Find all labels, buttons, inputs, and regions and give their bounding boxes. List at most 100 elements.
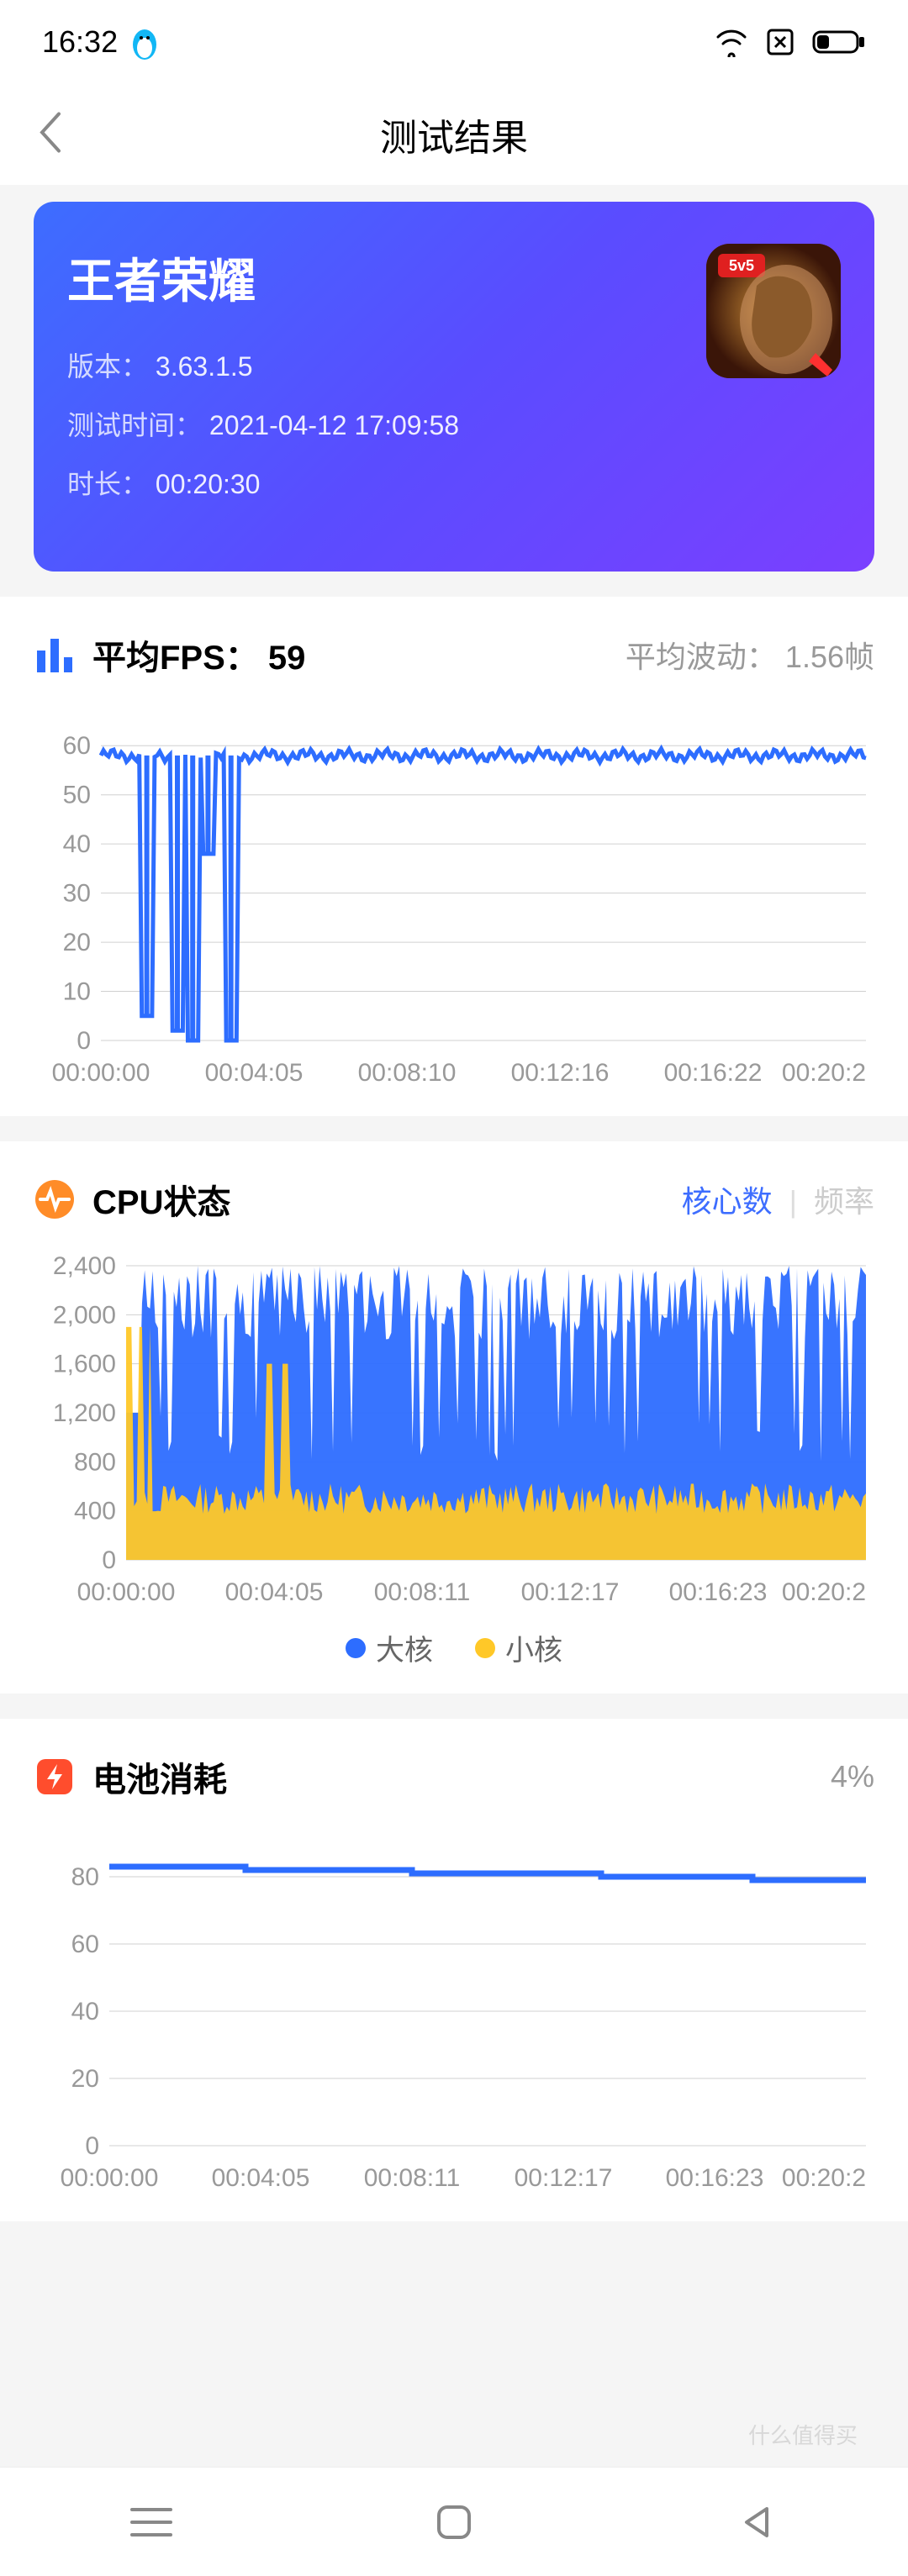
svg-text:00:00:00: 00:00:00 bbox=[77, 1578, 176, 1606]
svg-text:40: 40 bbox=[71, 1998, 99, 2026]
battery-value: 4% bbox=[831, 1759, 874, 1794]
home-icon bbox=[434, 2502, 474, 2542]
svg-text:1,600: 1,600 bbox=[53, 1351, 116, 1378]
legend-big-core: 大核 bbox=[346, 1627, 433, 1668]
svg-text:00:12:17: 00:12:17 bbox=[521, 1578, 620, 1606]
back-button[interactable] bbox=[34, 108, 67, 162]
svg-text:00:20:2: 00:20:2 bbox=[782, 2164, 866, 2192]
battery-title: 电池消耗 bbox=[92, 1752, 227, 1801]
svg-text:80: 80 bbox=[71, 1863, 99, 1891]
svg-text:60: 60 bbox=[63, 732, 91, 760]
battery-header: 电池消耗 4% bbox=[0, 1752, 908, 1801]
fps-chart: 010203040506000:00:0000:04:0500:08:1000:… bbox=[34, 704, 874, 1091]
page-title: 测试结果 bbox=[380, 108, 528, 161]
svg-text:20: 20 bbox=[63, 929, 91, 956]
version-label: 版本： bbox=[67, 351, 148, 382]
nav-header: 测试结果 bbox=[0, 84, 908, 185]
legend-label-big: 大核 bbox=[376, 1627, 433, 1668]
test-time-label: 测试时间： bbox=[67, 410, 202, 440]
legend-dot-small bbox=[475, 1638, 495, 1658]
status-bar: 16:32 bbox=[0, 0, 908, 84]
cpu-title: CPU状态 bbox=[92, 1175, 230, 1224]
status-left: 16:32 bbox=[42, 23, 161, 61]
fps-title: 平均FPS： 59 bbox=[92, 630, 305, 679]
pulse-icon bbox=[34, 1178, 76, 1220]
battery-icon bbox=[812, 27, 866, 57]
svg-text:00:12:16: 00:12:16 bbox=[511, 1059, 610, 1087]
svg-text:00:16:22: 00:16:22 bbox=[664, 1059, 763, 1087]
fps-chart-container: 010203040506000:00:0000:04:0500:08:1000:… bbox=[0, 704, 908, 1091]
vibrate-icon bbox=[762, 27, 799, 57]
fps-jitter: 平均波动： 1.56帧 bbox=[626, 633, 874, 677]
svg-text:0: 0 bbox=[102, 1546, 116, 1574]
test-time-value: 2021-04-12 17:09:58 bbox=[209, 410, 459, 440]
status-time-value: 16:32 bbox=[42, 24, 118, 60]
system-nav-bar bbox=[0, 2467, 908, 2576]
svg-text:00:08:10: 00:08:10 bbox=[358, 1059, 457, 1087]
svg-text:800: 800 bbox=[74, 1448, 116, 1476]
svg-text:0: 0 bbox=[77, 1027, 91, 1055]
chevron-left-icon bbox=[34, 108, 67, 158]
duration-value: 00:20:30 bbox=[156, 469, 261, 499]
recents-button[interactable] bbox=[118, 2489, 185, 2556]
svg-text:00:00:00: 00:00:00 bbox=[52, 1059, 150, 1087]
svg-text:400: 400 bbox=[74, 1498, 116, 1525]
cpu-legend: 大核 小核 bbox=[0, 1627, 908, 1668]
fps-title-prefix: 平均FPS： bbox=[92, 640, 259, 677]
duration-label: 时长： bbox=[67, 469, 148, 499]
app-icon: 5v5 bbox=[706, 244, 841, 378]
svg-text:00:20:2: 00:20:2 bbox=[782, 1578, 866, 1606]
version-value: 3.63.1.5 bbox=[156, 351, 253, 382]
bars-icon bbox=[34, 634, 76, 676]
svg-text:00:16:23: 00:16:23 bbox=[669, 1578, 768, 1606]
legend-label-small: 小核 bbox=[505, 1627, 562, 1668]
duration-row: 时长： 00:20:30 bbox=[67, 463, 841, 502]
tab-cores[interactable]: 核心数 bbox=[682, 1184, 773, 1219]
status-right bbox=[715, 27, 866, 57]
cpu-chart: 0 400 800 1,200 1,600 2,000 2,400 00:00:00 00:04… bbox=[34, 1249, 874, 1610]
triangle-back-icon bbox=[736, 2502, 777, 2542]
svg-text:50: 50 bbox=[63, 782, 91, 809]
svg-text:0: 0 bbox=[85, 2132, 99, 2160]
legend-small-core: 小核 bbox=[475, 1627, 562, 1668]
svg-text:20: 20 bbox=[71, 2065, 99, 2093]
home-button[interactable] bbox=[420, 2489, 488, 2556]
nav-back-button[interactable] bbox=[723, 2489, 790, 2556]
fps-section: 平均FPS： 59 平均波动： 1.56帧 010203040506000:00… bbox=[0, 597, 908, 1116]
svg-text:10: 10 bbox=[63, 978, 91, 1006]
tab-freq[interactable]: 频率 bbox=[814, 1184, 874, 1219]
cpu-tabs: 核心数 | 频率 bbox=[682, 1177, 874, 1221]
svg-text:00:04:05: 00:04:05 bbox=[225, 1578, 324, 1606]
svg-text:30: 30 bbox=[63, 880, 91, 908]
svg-text:1,200: 1,200 bbox=[53, 1399, 116, 1427]
svg-text:00:12:17: 00:12:17 bbox=[515, 2164, 613, 2192]
svg-text:00:04:05: 00:04:05 bbox=[205, 1059, 304, 1087]
wifi-icon bbox=[715, 27, 748, 57]
hero-card: 王者荣耀 版本： 3.63.1.5 测试时间： 2021-04-12 17:09… bbox=[34, 202, 874, 572]
svg-text:00:16:23: 00:16:23 bbox=[666, 2164, 764, 2192]
svg-text:00:20:2: 00:20:2 bbox=[782, 1059, 866, 1087]
svg-text:2,000: 2,000 bbox=[53, 1301, 116, 1329]
legend-dot-big bbox=[346, 1638, 366, 1658]
watermark: 什么值得买 bbox=[748, 2419, 858, 2450]
battery-chart-container: 0 20 40 60 80 00:00:00 00:04:05 00:08:11 00:12:1… bbox=[0, 1826, 908, 2196]
svg-text:00:04:05: 00:04:05 bbox=[212, 2164, 310, 2192]
battery-chart: 0 20 40 60 80 00:00:00 00:04:05 00:08:11 00:12:1… bbox=[34, 1826, 874, 2196]
fps-header: 平均FPS： 59 平均波动： 1.56帧 bbox=[0, 630, 908, 679]
cpu-section: CPU状态 核心数 | 频率 0 400 800 1,200 1,600 2,000 2,4… bbox=[0, 1141, 908, 1694]
cpu-header: CPU状态 核心数 | 频率 bbox=[0, 1175, 908, 1224]
penguin-icon bbox=[128, 23, 161, 61]
tab-separator: | bbox=[789, 1184, 797, 1219]
svg-text:60: 60 bbox=[71, 1931, 99, 1958]
test-time-row: 测试时间： 2021-04-12 17:09:58 bbox=[67, 404, 841, 443]
svg-text:00:08:11: 00:08:11 bbox=[364, 2164, 461, 2192]
battery-section: 电池消耗 4% 0 20 40 60 80 00:00:00 00:04:05 00:08:1… bbox=[0, 1719, 908, 2221]
jitter-label: 平均波动： bbox=[626, 640, 777, 674]
svg-text:5v5: 5v5 bbox=[729, 257, 754, 274]
svg-text:2,400: 2,400 bbox=[53, 1252, 116, 1280]
svg-text:00:08:11: 00:08:11 bbox=[374, 1578, 471, 1606]
jitter-value: 1.56帧 bbox=[785, 640, 874, 674]
fps-value: 59 bbox=[268, 640, 306, 677]
svg-text:00:00:00: 00:00:00 bbox=[61, 2164, 159, 2192]
bolt-icon bbox=[34, 1756, 76, 1798]
